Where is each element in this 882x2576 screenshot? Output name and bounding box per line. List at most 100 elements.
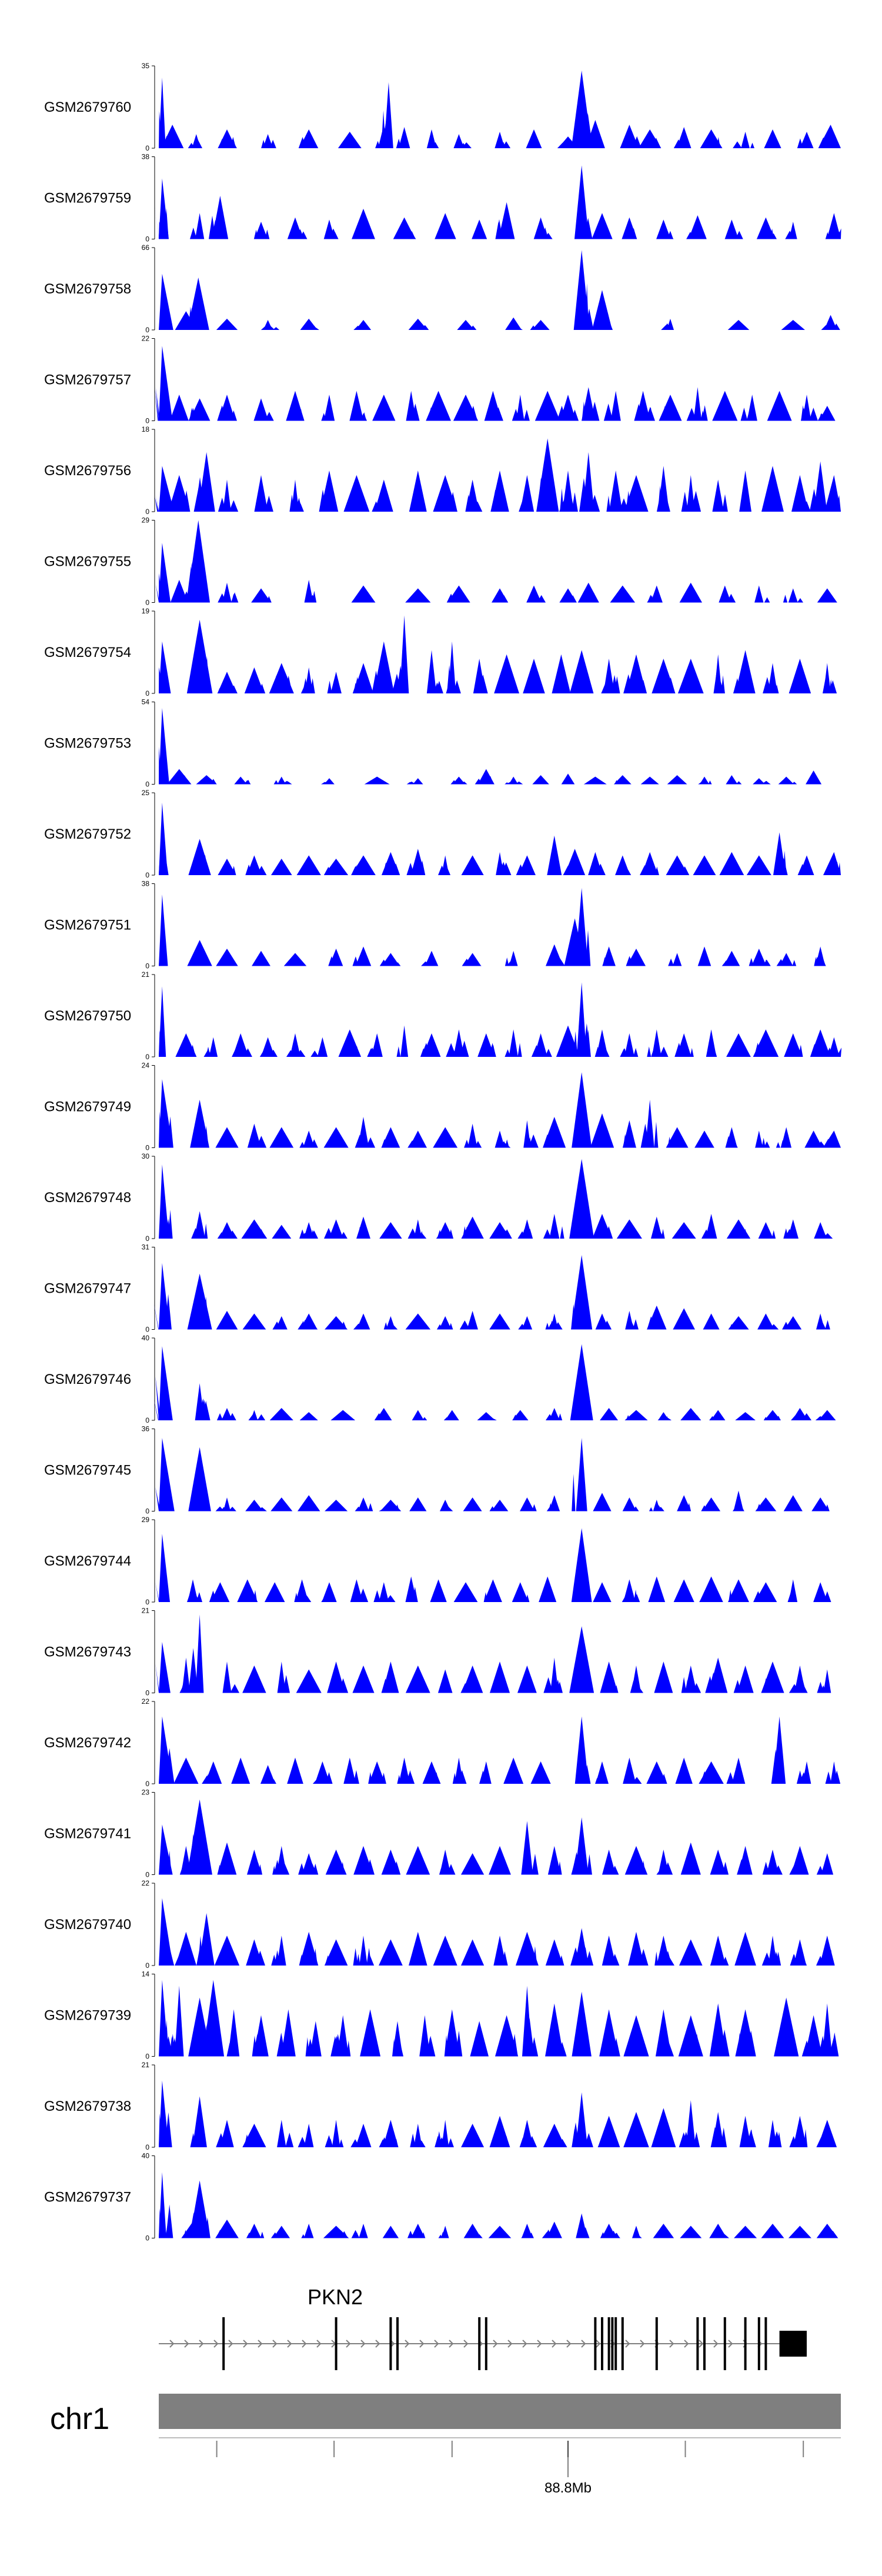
coverage-peak [624, 1410, 648, 1420]
coverage-peak [459, 1594, 465, 1602]
coverage-peak [214, 1936, 240, 1966]
strand-arrow [640, 2340, 645, 2348]
coverage-peak [385, 1504, 393, 1511]
coverage-peak [252, 960, 259, 966]
coverage-peak [716, 1951, 726, 1966]
coverage-peak [729, 1324, 734, 1330]
coverage-peak [671, 1222, 696, 1239]
coverage-peak [340, 1861, 345, 1875]
coverage-peak [744, 1949, 749, 1966]
coverage-peak [219, 960, 226, 966]
coverage-peak [734, 2225, 757, 2238]
coverage-peak [519, 2137, 526, 2147]
coverage-peak [603, 1324, 608, 1330]
coverage-peak [159, 2113, 162, 2147]
coverage-peak [656, 681, 663, 693]
coverage-peak [596, 1761, 609, 1784]
coverage-peak [203, 1126, 209, 1148]
coverage-peak [188, 1648, 198, 1693]
coverage-peak [743, 1324, 747, 1330]
coverage-peak [276, 2233, 280, 2238]
y-min-label: 0 [145, 780, 149, 789]
coverage-peak [576, 2092, 588, 2147]
chromosome-label: chr1 [50, 2402, 109, 2436]
strand-arrow [228, 2340, 233, 2348]
coverage-peak [256, 231, 264, 239]
coverage-peak [159, 307, 166, 330]
coverage-peak [463, 2224, 482, 2238]
coverage-peak [543, 1677, 553, 1693]
coverage-peak [246, 1677, 255, 1693]
coverage-peak [218, 593, 227, 603]
coverage-peak [788, 780, 792, 785]
coverage-peak [735, 650, 756, 693]
coverage-peak [469, 1680, 479, 1693]
coverage-peak [414, 327, 419, 330]
coverage-peak [784, 1033, 803, 1057]
coverage-peak [203, 1049, 212, 1057]
coverage-peak [766, 2231, 774, 2238]
coverage-peak [582, 1125, 587, 1148]
coverage-peak [743, 670, 748, 693]
coverage-peak [237, 1050, 241, 1057]
coverage-peak [690, 490, 701, 512]
coverage-peak [544, 232, 553, 239]
coverage-peak [218, 498, 226, 512]
coverage-peak [306, 1680, 312, 1693]
coverage-peak [465, 1864, 472, 1875]
coverage-peak [475, 2139, 480, 2147]
coverage-peak [328, 956, 335, 966]
coverage-peak [517, 1231, 527, 1239]
coverage-peak [191, 1129, 200, 1148]
coverage-peak [769, 1324, 779, 1330]
track-GSM2679740: GSM2679740 22 0 [44, 1879, 835, 1970]
coverage-peak [761, 780, 771, 785]
coverage-peak [576, 121, 583, 148]
coverage-peak [299, 1931, 319, 1966]
coverage-peak [684, 681, 690, 693]
coverage-peak [738, 2233, 747, 2238]
coverage-peak [426, 650, 437, 693]
exon [703, 2317, 706, 2370]
coverage-peak [544, 2229, 553, 2238]
y-min-label: 0 [145, 235, 149, 243]
coverage-peak [783, 1228, 789, 1239]
coverage-peak [368, 1503, 373, 1511]
coverage-peak [697, 1139, 701, 1148]
coverage-peak [722, 1861, 729, 1875]
coverage-peak [395, 2039, 404, 2057]
coverage-peak [525, 1229, 533, 1239]
coverage-peak [486, 1050, 492, 1057]
coverage-peak [479, 2047, 485, 2057]
coverage-peak [269, 1127, 294, 1148]
y-min-label: 0 [145, 599, 149, 607]
coverage-peak [668, 958, 674, 966]
coverage-peak [610, 1679, 614, 1693]
coverage-peak [804, 1130, 823, 1148]
coverage-peak [442, 2120, 449, 2147]
coverage-peak [606, 1951, 611, 1966]
coverage-peak [472, 1323, 476, 1330]
coverage-peak [641, 2135, 646, 2147]
coverage-peak [624, 2041, 634, 2057]
coverage-peak [553, 2139, 564, 2147]
coverage-peak [652, 1040, 662, 1057]
coverage-peak [626, 956, 633, 966]
coverage-peak [726, 1772, 735, 1784]
coverage-peak [174, 2034, 180, 2057]
coverage-peak [447, 2038, 455, 2057]
track-GSM2679758: GSM2679758 66 0 [44, 243, 840, 334]
coverage-peak [408, 318, 427, 330]
coverage-peak [728, 779, 734, 785]
coverage-peak [703, 1313, 720, 1330]
y-min-label: 0 [145, 417, 149, 425]
coverage-peak [332, 2120, 340, 2147]
coverage-peak [204, 1946, 209, 1966]
coverage-peak [361, 496, 366, 512]
coverage-peak [321, 782, 329, 785]
track-GSM2679759: GSM2679759 38 0 [44, 153, 841, 243]
coverage-peak [592, 869, 596, 875]
coverage-peak [417, 1417, 423, 1420]
coverage-peak [659, 1046, 669, 1057]
coverage-peak [299, 1412, 318, 1420]
